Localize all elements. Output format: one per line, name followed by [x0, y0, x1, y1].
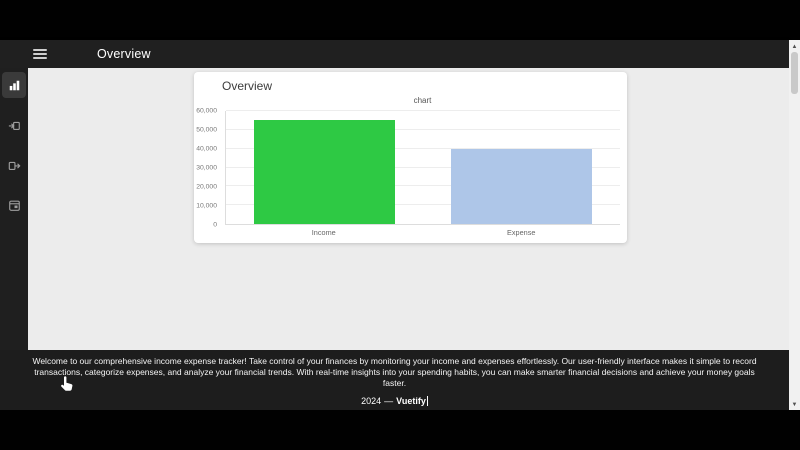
footer-brand: Vuetify [396, 396, 426, 406]
appbar-title: Overview [97, 47, 151, 61]
sidebar-item-income[interactable] [2, 112, 26, 138]
app-footer: Welcome to our comprehensive income expe… [0, 350, 789, 410]
main-content: Overview chart 0 10,000 20,000 30,000 40,000… [28, 68, 789, 350]
app-bar: Overview [0, 40, 789, 68]
y-tick-label: 10,000 [196, 202, 217, 210]
y-tick-label: 30,000 [196, 164, 217, 172]
y-tick-label: 40,000 [196, 145, 217, 153]
sidebar [0, 68, 28, 350]
text-caret [426, 396, 428, 406]
y-tick-label: 0 [213, 221, 217, 229]
gridline [226, 166, 620, 168]
expense-bar [450, 148, 593, 224]
footer-description: Welcome to our comprehensive income expe… [32, 356, 757, 388]
app-viewport: Overview Overview chart 0 10,000 20,000 30,… [0, 40, 789, 410]
gridline [226, 147, 620, 149]
bar-column-income [226, 111, 423, 224]
gridline [226, 185, 620, 187]
footer-brandline: 2024 — Vuetify [361, 396, 428, 406]
scrollbar[interactable]: ▲ ▼ [789, 40, 800, 410]
letterbox-bottom [0, 410, 800, 450]
bar-column-expense [423, 111, 620, 224]
overview-card: Overview chart 0 10,000 20,000 30,000 40,000… [194, 72, 627, 243]
app-body: Overview chart 0 10,000 20,000 30,000 40,000… [0, 68, 789, 350]
y-tick-label: 50,000 [196, 126, 217, 134]
chart-title: chart [413, 96, 432, 105]
chart-plot [225, 110, 620, 225]
sidebar-item-expense[interactable] [2, 152, 26, 178]
menu-icon[interactable] [33, 49, 47, 59]
chart-x-axis: Income Expense [225, 228, 620, 237]
x-tick-label: Income [311, 228, 336, 237]
gridline [226, 204, 620, 206]
scroll-down-icon[interactable]: ▼ [791, 402, 798, 408]
scroll-up-icon[interactable]: ▲ [791, 44, 798, 50]
y-tick-label: 60,000 [196, 107, 217, 115]
chart-y-axis: 0 10,000 20,000 30,000 40,000 50,000 60,000 [194, 107, 220, 229]
y-tick-label: 20,000 [196, 183, 217, 191]
letterbox-top [0, 0, 800, 40]
footer-separator: — [384, 396, 394, 406]
x-tick-label: Expense [507, 228, 536, 237]
cash-in-icon [8, 121, 20, 130]
card-title: Overview [222, 79, 273, 93]
footer-year: 2024 [361, 396, 382, 406]
gridline [226, 110, 620, 111]
gridline [226, 128, 620, 130]
chart-bar-icon [9, 80, 19, 90]
calendar-icon [8, 200, 20, 211]
sidebar-item-overview[interactable] [2, 72, 26, 98]
scrollbar-thumb[interactable] [791, 52, 798, 94]
cash-out-icon [8, 161, 20, 170]
income-bar [253, 120, 396, 224]
sidebar-item-transactions[interactable] [2, 192, 26, 218]
